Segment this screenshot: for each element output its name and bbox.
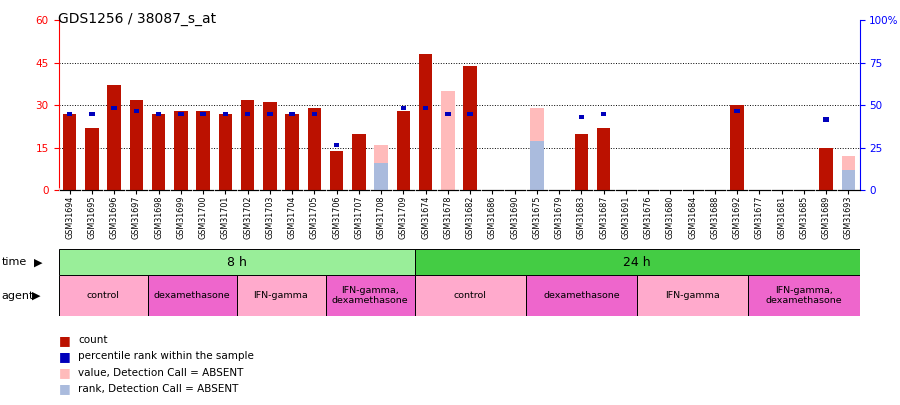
Text: 24 h: 24 h xyxy=(623,256,651,269)
Text: control: control xyxy=(86,291,120,300)
Text: ■: ■ xyxy=(58,334,70,347)
Text: control: control xyxy=(454,291,487,300)
Bar xyxy=(415,275,526,316)
Bar xyxy=(824,117,829,121)
Bar xyxy=(637,275,748,316)
Bar xyxy=(237,275,326,316)
Bar xyxy=(464,66,477,190)
Bar xyxy=(156,112,161,116)
Bar xyxy=(446,112,451,116)
Bar xyxy=(63,114,76,190)
Bar xyxy=(526,275,637,316)
Text: ■: ■ xyxy=(58,382,70,395)
Bar xyxy=(86,128,99,190)
Bar xyxy=(267,112,273,116)
Text: count: count xyxy=(78,335,108,345)
Bar xyxy=(530,108,544,190)
Text: 8 h: 8 h xyxy=(227,256,247,269)
Text: ▶: ▶ xyxy=(34,257,42,267)
Bar xyxy=(89,112,94,116)
Bar xyxy=(196,111,210,190)
Bar xyxy=(201,112,206,116)
Bar xyxy=(374,145,388,190)
Bar xyxy=(58,249,415,275)
Bar xyxy=(575,134,588,190)
Bar xyxy=(400,106,406,110)
Text: time: time xyxy=(2,257,27,267)
Bar xyxy=(842,170,855,190)
Text: ■: ■ xyxy=(58,366,70,379)
Text: dexamethasone: dexamethasone xyxy=(543,291,620,300)
Bar xyxy=(285,114,299,190)
Bar xyxy=(311,112,317,116)
Bar xyxy=(579,115,584,119)
Text: percentile rank within the sample: percentile rank within the sample xyxy=(78,352,254,361)
Text: dexamethasone: dexamethasone xyxy=(154,291,230,300)
Bar xyxy=(601,112,607,116)
Bar xyxy=(419,54,432,190)
Text: IFN-gamma: IFN-gamma xyxy=(254,291,309,300)
Bar xyxy=(530,141,544,190)
Bar xyxy=(734,109,740,113)
Bar xyxy=(441,91,454,190)
Bar xyxy=(842,156,855,190)
Bar xyxy=(175,111,187,190)
Bar xyxy=(241,100,255,190)
Text: IFN-gamma,
dexamethasone: IFN-gamma, dexamethasone xyxy=(332,286,409,305)
Bar xyxy=(263,102,276,190)
Bar xyxy=(415,249,860,275)
Bar xyxy=(134,109,139,113)
Text: rank, Detection Call = ABSENT: rank, Detection Call = ABSENT xyxy=(78,384,238,394)
Bar xyxy=(748,275,860,316)
Bar xyxy=(245,112,250,116)
Bar xyxy=(130,100,143,190)
Bar xyxy=(58,275,148,316)
Bar xyxy=(467,112,472,116)
Bar xyxy=(326,275,415,316)
Text: ▶: ▶ xyxy=(32,291,40,301)
Bar xyxy=(308,108,321,190)
Text: value, Detection Call = ABSENT: value, Detection Call = ABSENT xyxy=(78,368,244,377)
Bar xyxy=(67,112,72,116)
Bar xyxy=(374,163,388,190)
Text: agent: agent xyxy=(2,291,34,301)
Bar xyxy=(334,143,339,147)
Bar xyxy=(219,114,232,190)
Bar xyxy=(423,106,428,110)
Text: ■: ■ xyxy=(58,350,70,363)
Bar xyxy=(290,112,295,116)
Bar xyxy=(820,148,832,190)
Bar xyxy=(597,128,610,190)
Bar xyxy=(731,105,743,190)
Text: IFN-gamma,
dexamethasone: IFN-gamma, dexamethasone xyxy=(766,286,842,305)
Bar xyxy=(178,112,184,116)
Bar xyxy=(222,112,228,116)
Bar xyxy=(397,111,410,190)
Bar xyxy=(107,85,121,190)
Bar xyxy=(112,106,117,110)
Bar xyxy=(152,114,166,190)
Text: GDS1256 / 38087_s_at: GDS1256 / 38087_s_at xyxy=(58,12,217,26)
Bar xyxy=(352,134,365,190)
Bar xyxy=(148,275,237,316)
Text: IFN-gamma: IFN-gamma xyxy=(665,291,720,300)
Bar xyxy=(330,151,343,190)
